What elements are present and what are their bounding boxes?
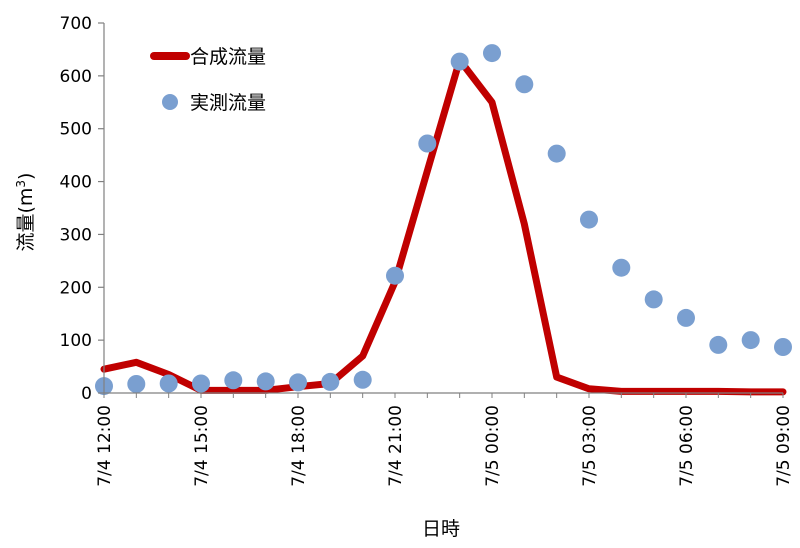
x-tick-label: 7/5 09:00 [774,405,794,487]
measured-flow-point [192,374,210,393]
measured-flow-point [741,331,760,350]
measured-flow-point [547,144,566,163]
x-tick-label: 7/4 18:00 [289,405,309,487]
y-tick-label: 500 [60,120,92,140]
measured-flow-point [256,372,275,391]
measured-flow-point [450,52,469,71]
measured-flow-point [612,258,631,277]
measured-flow-point [289,373,307,392]
axes [98,22,784,398]
measured-flow-point [515,75,534,94]
y-tick-labels: 0 100 200 300 400 500 600 700 [60,14,92,404]
y-tick-label: 600 [60,67,92,87]
y-tick-label: 100 [60,331,92,351]
measured-flow-point [224,371,243,390]
legend-dot-swatch [162,94,178,110]
measured-flow-point [774,338,792,356]
y-axis-title: 流量(m3) [14,173,37,252]
measured-flow-point [644,290,663,309]
legend-label-synthetic-flow: 合成流量 [190,46,266,68]
legend: 合成流量 実測流量 [150,46,266,114]
measured-flow-point [353,370,372,389]
synthetic-flow-line [100,56,787,396]
measured-flow-point [483,44,501,63]
plot-marks [95,44,792,396]
measured-flow-point [127,375,146,393]
measured-flow-point [321,372,340,391]
x-axis-title: 日時 [422,518,460,540]
y-tick-label: 200 [60,278,92,298]
measured-flow-point [580,210,598,229]
y-tick-label: 300 [60,225,92,245]
x-tick-label: 7/5 03:00 [580,405,600,487]
measured-flow-point [159,374,178,393]
x-tick-label: 7/5 00:00 [483,405,503,487]
y-tick-label: 0 [81,384,92,404]
x-tick-label: 7/4 21:00 [386,405,406,487]
x-tick-labels: 7/4 12:00 7/4 15:00 7/4 18:00 7/4 21:00 7/5 … [95,405,794,487]
x-tick-label: 7/4 15:00 [192,405,212,487]
measured-flow-point [709,335,728,354]
measured-flow-point [677,308,695,327]
y-tick-label: 400 [60,173,92,193]
y-tick-label: 700 [60,14,92,34]
measured-flow-point [386,266,404,285]
x-tick-label: 7/5 06:00 [677,405,697,487]
legend-label-measured-flow: 実測流量 [190,92,266,114]
measured-flow-point [418,134,437,153]
x-tick-label: 7/4 12:00 [95,405,115,487]
